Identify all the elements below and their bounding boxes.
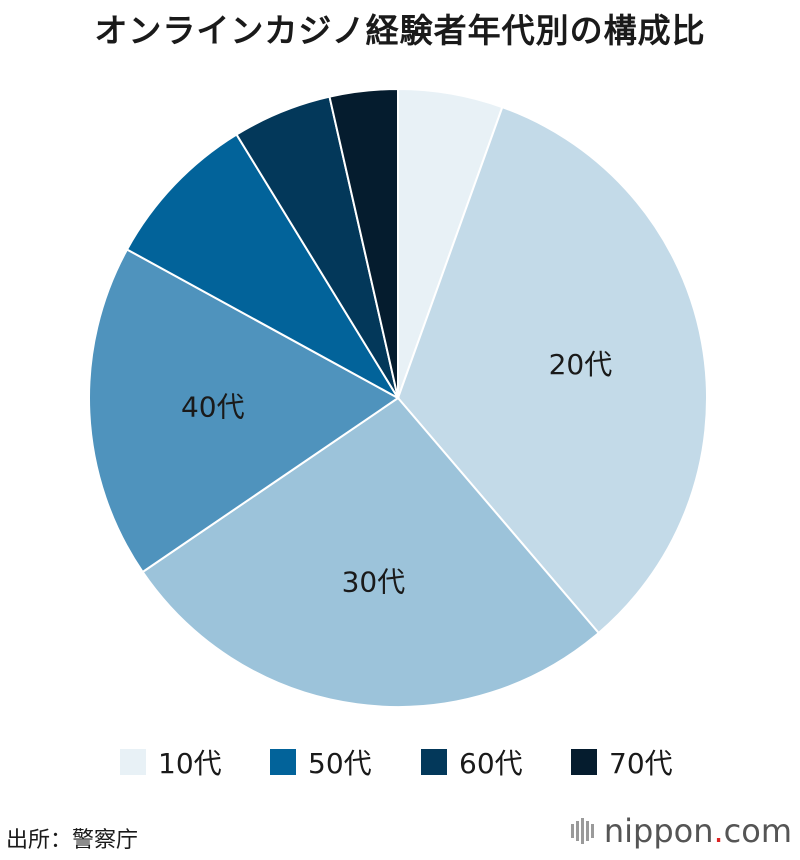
legend: 10代 50代 60代 70代 xyxy=(0,744,800,780)
pie-slice-20s xyxy=(396,105,708,635)
slice-label-40s: 40代 xyxy=(181,391,245,424)
chart-title: オンラインカジノ経験者年代別の構成比 xyxy=(94,11,706,50)
brand-dot: . xyxy=(713,812,724,850)
brand-logo: nippon. com xyxy=(570,812,792,850)
brand-bars-icon xyxy=(570,818,596,844)
pie-slice-50s xyxy=(125,133,401,401)
legend-label-10s: 10代 xyxy=(158,747,222,780)
legend-swatch-10s xyxy=(120,749,146,775)
pie-chart: 20代 30代 40代 xyxy=(88,87,708,708)
pie-slice-30s xyxy=(141,396,601,708)
legend-swatch-70s xyxy=(571,749,597,775)
legend-swatch-50s xyxy=(270,749,296,775)
brand-name: nippon xyxy=(603,812,714,850)
legend-swatch-60s xyxy=(421,749,447,775)
legend-item-10s: 10代 xyxy=(120,744,222,780)
pie-slice-70s xyxy=(328,87,399,399)
pie-slice-40s xyxy=(88,248,400,574)
legend-item-50s: 50代 xyxy=(270,744,372,780)
legend-label-50s: 50代 xyxy=(308,747,372,780)
legend-item-70s: 70代 xyxy=(571,744,673,780)
legend-label-70s: 70代 xyxy=(609,747,673,780)
brand-tld: com xyxy=(723,812,792,850)
slice-label-30s: 30代 xyxy=(342,565,406,598)
source-note: 出所：警察庁 xyxy=(6,828,139,853)
slice-label-20s: 20代 xyxy=(549,348,613,381)
legend-item-60s: 60代 xyxy=(421,744,523,780)
legend-label-60s: 60代 xyxy=(459,747,523,780)
